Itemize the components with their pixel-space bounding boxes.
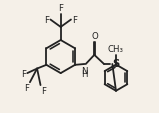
Text: F: F (44, 16, 49, 25)
Text: CH₃: CH₃ (108, 44, 124, 53)
Text: F: F (72, 16, 77, 25)
Text: F: F (21, 69, 26, 78)
Text: F: F (58, 4, 63, 12)
Text: S: S (112, 59, 119, 69)
Text: F: F (24, 83, 29, 92)
Text: N: N (81, 66, 87, 75)
Text: O: O (92, 32, 98, 41)
Text: H: H (81, 69, 87, 78)
Text: F: F (41, 87, 46, 96)
